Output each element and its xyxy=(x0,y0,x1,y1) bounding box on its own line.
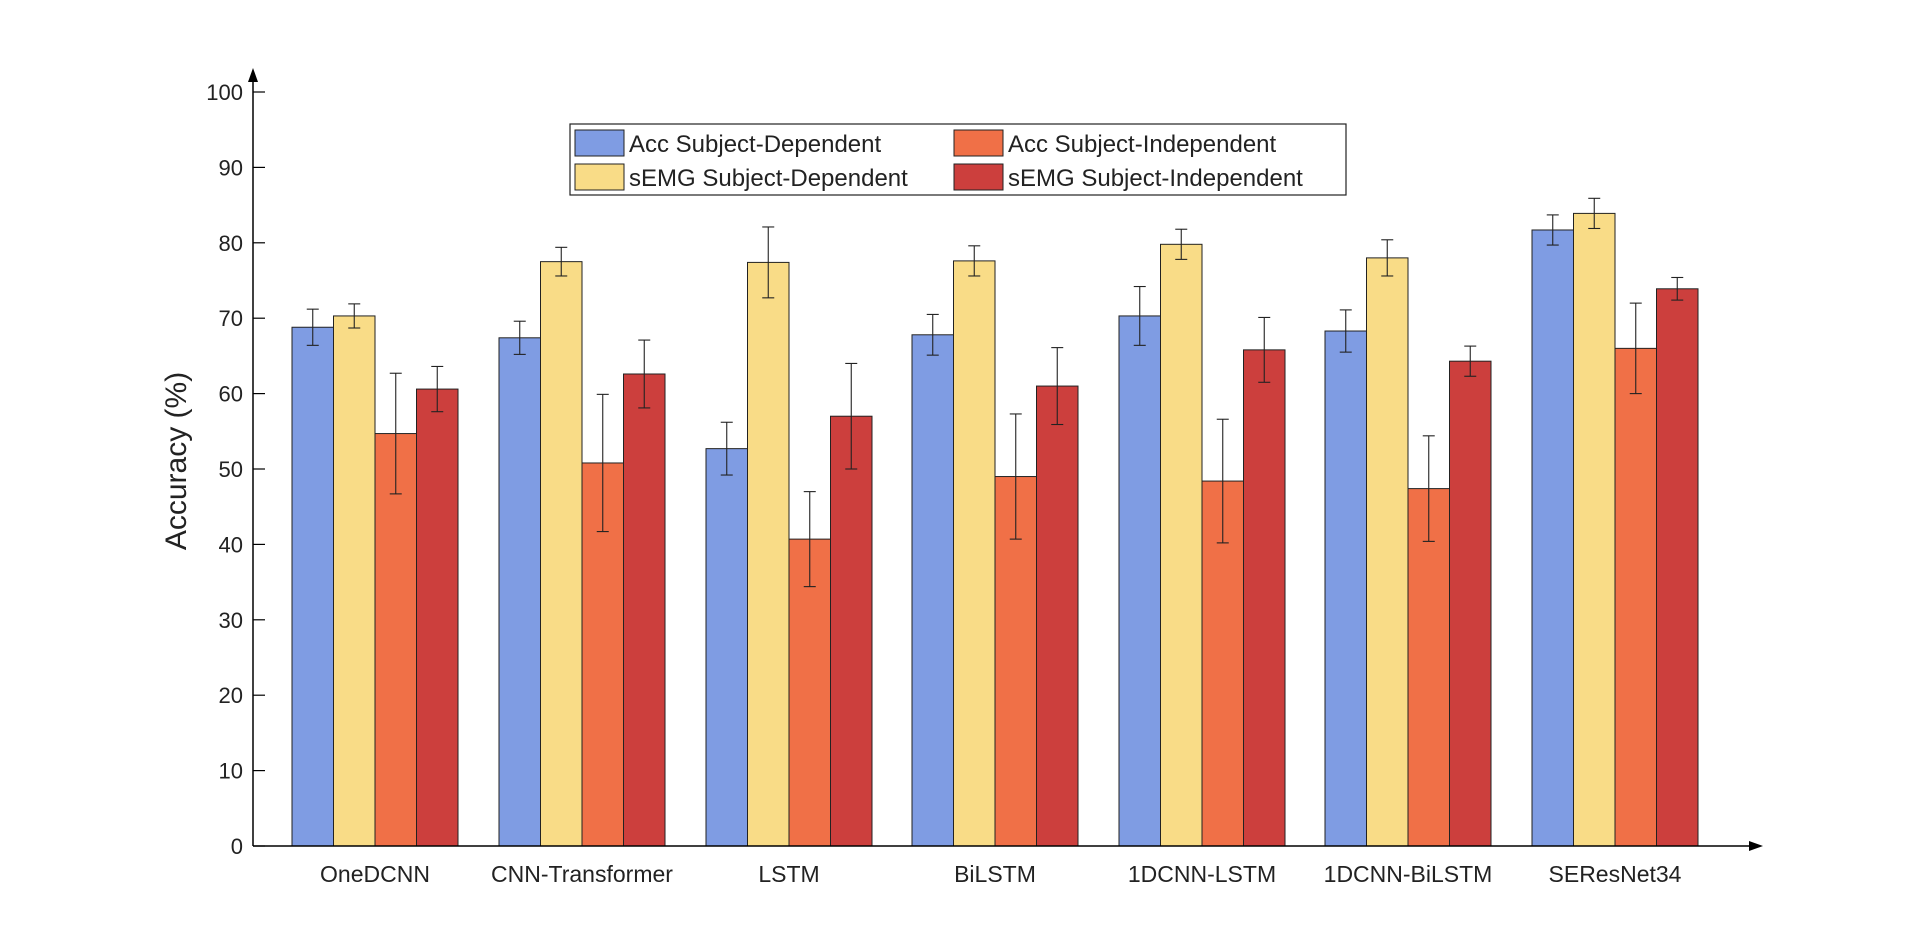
y-tick-label: 70 xyxy=(219,306,243,331)
legend-label-0: Acc Subject-Dependent xyxy=(629,131,881,158)
y-tick-label: 20 xyxy=(219,683,243,708)
x-tick-label-0: OneDCNN xyxy=(320,861,430,887)
y-tick-label: 10 xyxy=(219,759,243,784)
bar-3-3 xyxy=(1036,385,1079,847)
bar-0-4 xyxy=(1118,315,1161,847)
bar-0-1 xyxy=(498,337,541,847)
bars-layer xyxy=(291,212,1699,847)
bar-2-5 xyxy=(1407,488,1450,847)
bar-1-1 xyxy=(540,261,583,847)
y-tick-label: 0 xyxy=(231,834,243,859)
bar-3-5 xyxy=(1449,360,1492,847)
y-tick-label: 100 xyxy=(206,80,243,105)
legend-label-3: sEMG Subject-Independent xyxy=(1008,165,1303,192)
bar-1-2 xyxy=(747,261,790,847)
legend-swatch-1 xyxy=(574,163,625,191)
bar-2-0 xyxy=(374,433,417,847)
x-axis-arrow xyxy=(1749,841,1763,851)
bar-0-6 xyxy=(1531,229,1574,847)
x-tick-label-1: CNN-Transformer xyxy=(491,861,673,887)
y-axis-label: Accuracy (%) xyxy=(160,372,193,550)
y-tick-label: 50 xyxy=(219,457,243,482)
legend-swatch-3 xyxy=(953,163,1004,191)
bar-3-2 xyxy=(830,415,873,847)
bar-3-0 xyxy=(416,388,459,847)
y-tick-label: 80 xyxy=(219,231,243,256)
y-ticks: 0 10 20 30 40 50 60 70 80 90 100 xyxy=(206,80,265,859)
y-tick-label: 30 xyxy=(219,608,243,633)
legend-label-2: Acc Subject-Independent xyxy=(1008,131,1277,158)
x-tick-label-6: SEResNet34 xyxy=(1549,861,1682,887)
x-tick-label-2: LSTM xyxy=(758,861,819,887)
legend-label-1: sEMG Subject-Dependent xyxy=(629,165,908,192)
legend: Acc Subject-Dependent sEMG Subject-Depend… xyxy=(569,123,1347,196)
bar-0-2 xyxy=(705,448,748,847)
y-tick-label: 90 xyxy=(219,155,243,180)
y-tick-label: 40 xyxy=(219,532,243,557)
bar-2-6 xyxy=(1614,347,1657,847)
x-tick-label-4: 1DCNN-LSTM xyxy=(1128,861,1276,887)
bar-0-5 xyxy=(1324,330,1367,847)
bar-3-6 xyxy=(1656,288,1699,847)
axes xyxy=(248,68,1763,851)
x-tick-label-3: BiLSTM xyxy=(954,861,1036,887)
error-bars-layer xyxy=(306,197,1684,588)
bar-2-2 xyxy=(788,538,831,847)
x-tick-labels: OneDCNN CNN-Transformer LSTM BiLSTM 1DCNN-LS… xyxy=(320,861,1682,887)
x-tick-label-5: 1DCNN-BiLSTM xyxy=(1324,861,1493,887)
legend-swatch-2 xyxy=(953,129,1004,157)
bar-1-6 xyxy=(1573,212,1616,847)
bar-3-1 xyxy=(623,373,666,847)
y-axis-arrow xyxy=(248,68,258,82)
legend-swatch-0 xyxy=(574,129,625,157)
bar-1-3 xyxy=(953,260,996,847)
bar-3-4 xyxy=(1243,349,1286,847)
bar-0-0 xyxy=(291,326,334,847)
bar-1-4 xyxy=(1160,243,1203,847)
bar-1-0 xyxy=(333,315,376,847)
bar-1-5 xyxy=(1366,257,1409,847)
bar-0-3 xyxy=(911,334,954,847)
y-tick-label: 60 xyxy=(219,382,243,407)
